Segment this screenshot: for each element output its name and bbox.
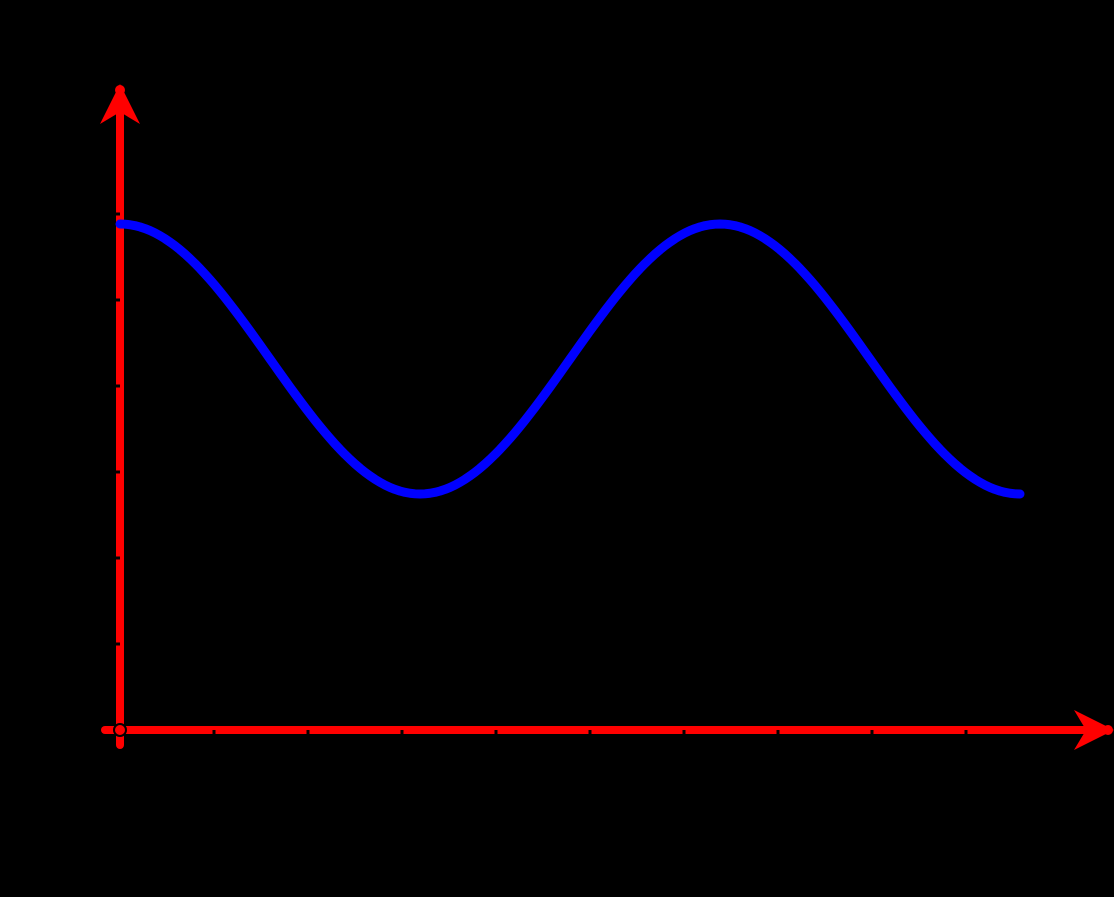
y-axis-end-marker — [115, 85, 125, 95]
chart-container — [0, 0, 1114, 897]
data-curve — [120, 224, 1020, 494]
cosine-chart — [0, 0, 1114, 897]
origin-marker — [114, 724, 126, 736]
x-axis-end-marker — [1103, 725, 1113, 735]
